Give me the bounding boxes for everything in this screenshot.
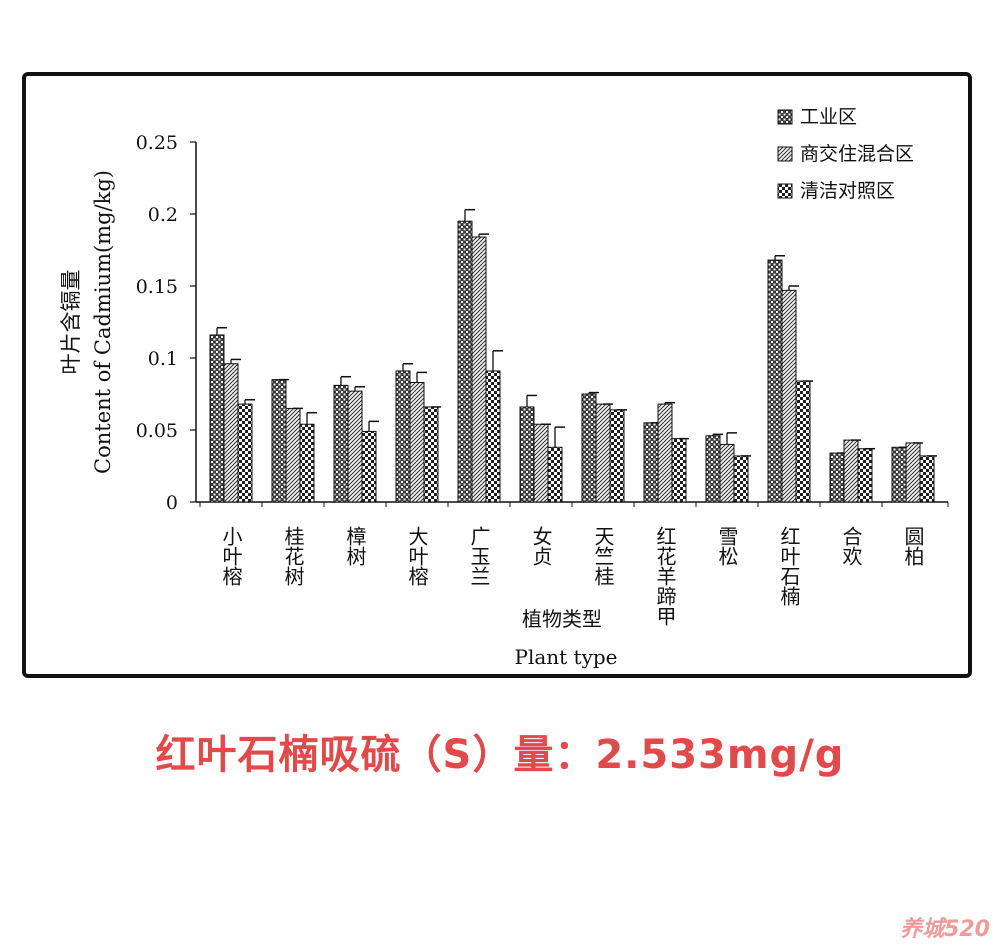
- bar: [767, 259, 783, 503]
- y-axis-label-en: Content of Cadmium(mg/kg): [91, 170, 115, 474]
- legend-label: 清洁对照区: [800, 180, 895, 202]
- bar: [457, 220, 473, 503]
- y-tick-label: 0.05: [136, 420, 178, 442]
- bar: [581, 393, 597, 503]
- chart-caption: 红叶石楠吸硫（S）量：2.533mg/g: [155, 732, 845, 778]
- legend-swatch: [777, 146, 793, 162]
- bar: [223, 363, 239, 503]
- bar: [395, 370, 411, 503]
- bar: [409, 381, 425, 503]
- bar: [533, 423, 549, 503]
- x-axis-label-cn: 植物类型: [522, 607, 602, 631]
- bar: [657, 403, 673, 503]
- bar: [843, 439, 859, 503]
- bar: [471, 236, 487, 503]
- bar: [595, 403, 611, 503]
- bar: [285, 407, 301, 503]
- site-watermark: 养城520: [900, 917, 990, 942]
- bar: [919, 455, 935, 503]
- chart-frame: 0 0.05 0.1 0.15 0.2 0.25 叶片含镉量 Content of Cadmi…: [22, 72, 972, 678]
- legend-label: 工业区: [800, 106, 857, 128]
- bar: [609, 409, 625, 503]
- legend-swatch: [777, 109, 793, 125]
- bar: [547, 446, 563, 503]
- y-tick-label: 0.2: [148, 204, 178, 226]
- x-tick-label: 大叶榕: [405, 526, 429, 586]
- x-tick-label: 樟树: [343, 526, 367, 566]
- bar: [795, 380, 811, 503]
- y-tick-label: 0.25: [136, 132, 178, 154]
- x-tick-label: 桂花树: [281, 526, 305, 586]
- x-tick-label: 广玉兰: [467, 526, 491, 586]
- bar: [905, 442, 921, 503]
- bar: [347, 390, 363, 503]
- x-tick-label: 小叶榕: [219, 526, 243, 586]
- x-tick-label: 圆柏: [901, 526, 925, 566]
- bar: [719, 443, 735, 503]
- x-tick-label: 红花羊蹄甲: [653, 526, 677, 626]
- bar-chart: 0 0.05 0.1 0.15 0.2 0.25 叶片含镉量 Content of Cadmi…: [59, 106, 949, 669]
- x-tick-label: 天竺桂: [591, 526, 615, 586]
- x-tick-label: 女贞: [529, 526, 553, 566]
- bar: [299, 423, 315, 503]
- bar: [423, 406, 439, 503]
- y-tick-label: 0: [166, 492, 178, 514]
- bar: [733, 455, 749, 503]
- bar: [857, 448, 873, 503]
- bar: [781, 289, 797, 503]
- x-tick-label: 红叶石楠: [777, 526, 801, 606]
- bar: [237, 403, 253, 503]
- bar: [519, 406, 535, 503]
- bar: [333, 384, 349, 503]
- bar: [891, 446, 907, 503]
- bar: [643, 422, 659, 503]
- y-tick-label: 0.15: [136, 276, 178, 298]
- bar: [485, 370, 501, 503]
- bar: [209, 334, 225, 503]
- x-tick-label: 合欢: [839, 526, 863, 566]
- legend-swatch: [777, 183, 793, 199]
- bar: [705, 435, 721, 503]
- bar: [361, 430, 377, 503]
- bar: [829, 452, 845, 503]
- x-axis-label-en: Plant type: [514, 645, 617, 669]
- bar: [671, 438, 687, 503]
- bar: [271, 379, 287, 503]
- y-axis-label-cn: 叶片含镉量: [59, 270, 83, 375]
- x-tick-label: 雪松: [715, 526, 739, 566]
- legend-label: 商交住混合区: [800, 143, 914, 165]
- y-tick-label: 0.1: [148, 348, 178, 370]
